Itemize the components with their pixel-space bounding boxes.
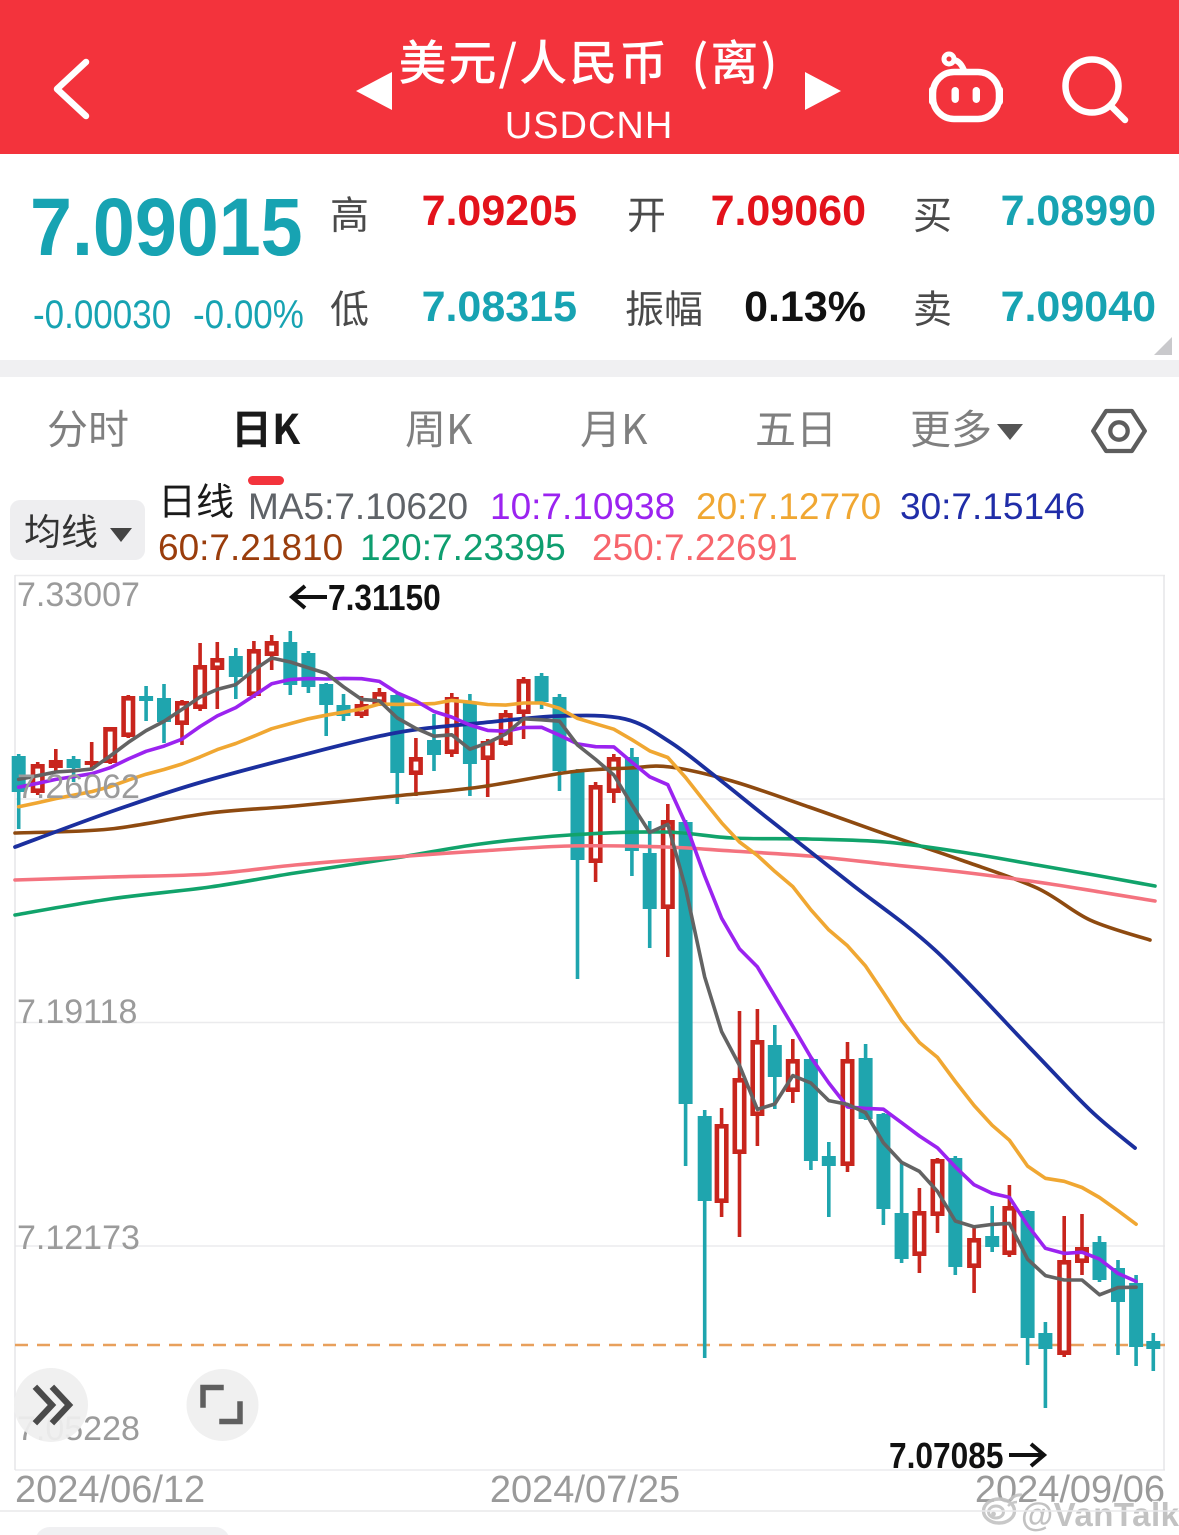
svg-text:60:7.21810: 60:7.21810	[158, 527, 343, 568]
svg-text:-0.00%: -0.00%	[193, 292, 304, 337]
svg-text:0.13%: 0.13%	[744, 283, 866, 331]
svg-text:250:7.22691: 250:7.22691	[592, 527, 798, 568]
svg-text:120:7.23395: 120:7.23395	[360, 527, 566, 568]
svg-text:7.33007: 7.33007	[17, 576, 140, 614]
svg-text:@VanTalk: @VanTalk	[1021, 1496, 1179, 1533]
svg-text:7.09060: 7.09060	[711, 187, 866, 235]
svg-text:7.08990: 7.08990	[1001, 187, 1156, 235]
svg-text:2024/06/12: 2024/06/12	[15, 1469, 205, 1511]
svg-text:10:7.10938: 10:7.10938	[490, 486, 675, 527]
svg-text:7.12173: 7.12173	[17, 1219, 140, 1257]
svg-text:USDCNH: USDCNH	[505, 105, 674, 147]
svg-text:7.26062: 7.26062	[17, 768, 140, 806]
svg-text:7.07085: 7.07085	[889, 1436, 1003, 1476]
svg-text:30:7.15146: 30:7.15146	[900, 486, 1085, 527]
svg-text:-0.00030: -0.00030	[33, 292, 171, 337]
svg-text:7.09205: 7.09205	[422, 187, 577, 235]
svg-text:2024/07/25: 2024/07/25	[490, 1469, 680, 1511]
svg-text:MA5:7.10620: MA5:7.10620	[248, 486, 468, 527]
svg-text:20:7.12770: 20:7.12770	[696, 486, 881, 527]
svg-text:7.19118: 7.19118	[17, 993, 137, 1031]
svg-text:7.09040: 7.09040	[1001, 283, 1156, 331]
svg-text:7.31150: 7.31150	[328, 578, 441, 618]
svg-text:7.09015: 7.09015	[30, 181, 303, 273]
svg-text:7.08315: 7.08315	[422, 283, 577, 331]
